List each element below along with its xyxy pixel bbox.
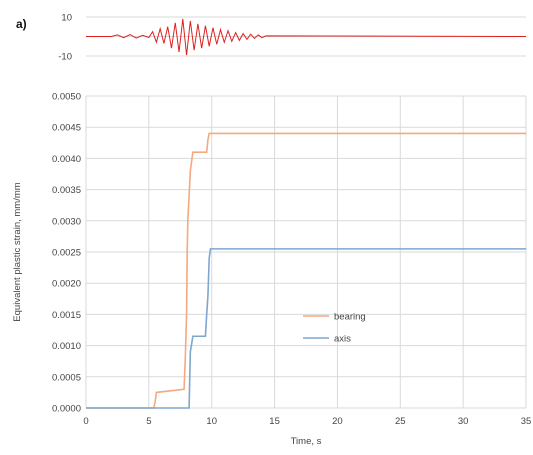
strain-x-tick-labels: 0 5 10 15 20 25 30 35 [83,416,531,427]
strain-y-tick-label: 0.0005 [52,372,81,383]
series-line-bearing [86,132,526,409]
strain-y-tick-label: 0.0000 [52,404,81,415]
strain-x-tick-label: 10 [206,416,217,427]
strain-y-tick-label: 0.0030 [52,216,81,227]
acceleration-y-tick-label: 10 [61,13,72,24]
strain-y-tick-label: 0.0045 [52,123,81,134]
strain-x-tick-label: 30 [458,416,469,427]
acceleration-series [86,18,527,56]
strain-x-tick-label: 25 [395,416,406,427]
strain-y-tick-label: 0.0035 [52,185,81,196]
panel-label: a) [16,17,27,31]
strain-y-tick-label: 0.0020 [52,279,81,290]
strain-x-tick-label: 20 [332,416,343,427]
acceleration-y-tick-label: -10 [58,52,72,63]
strain-x-tick-label: 35 [521,416,532,427]
y-axis-label: Equivalent plastic strain, mm/mm [12,182,23,321]
acceleration-series-line [86,18,527,56]
legend-label-axis: axis [334,334,351,345]
acceleration-chart: 10 -10 [58,13,527,63]
strain-y-tick-label: 0.0050 [52,92,81,103]
strain-y-tick-label: 0.0010 [52,341,81,352]
series-line-axis [86,248,526,409]
strain-y-tick-labels: 0.0000 0.0005 0.0010 0.0015 0.0020 0.0025 0.00… [52,92,81,415]
legend-label-bearing: bearing [334,312,366,323]
strain-y-tick-label: 0.0025 [52,248,81,259]
strain-series [86,132,526,409]
x-axis-label: Time, s [291,436,322,447]
strain-x-tick-label: 15 [269,416,280,427]
legend: bearing axis [303,312,366,345]
strain-y-tick-label: 0.0015 [52,310,81,321]
strain-chart: 0.0000 0.0005 0.0010 0.0015 0.0020 0.0025 0.00… [12,92,531,448]
strain-x-tick-label: 5 [146,416,151,427]
acceleration-y-tick-labels: 10 -10 [58,13,72,63]
strain-x-tick-label: 0 [83,416,88,427]
strain-gridlines [85,95,527,409]
strain-y-tick-label: 0.0040 [52,154,81,165]
